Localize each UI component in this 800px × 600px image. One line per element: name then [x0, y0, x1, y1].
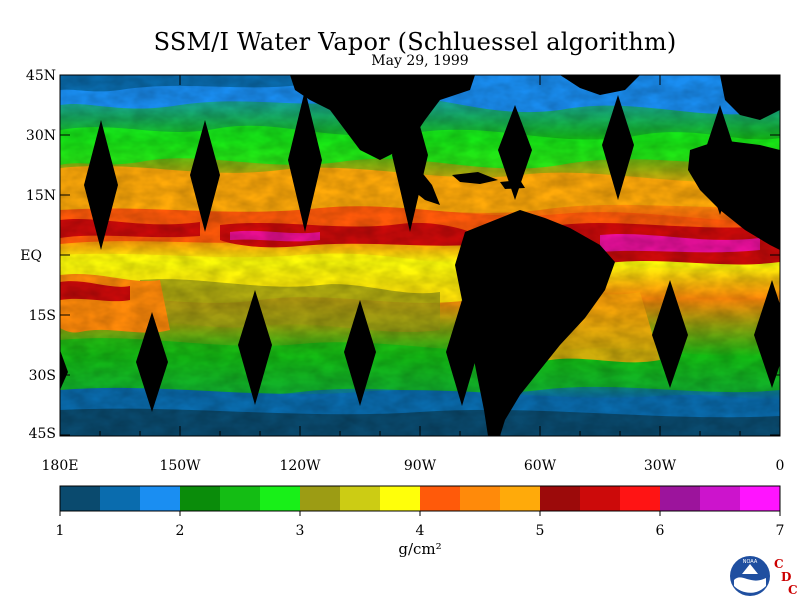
colorbar [60, 486, 781, 511]
lat-label-15n: 15N [26, 188, 56, 204]
cdc-letter-2: D [781, 570, 791, 584]
colorbar-swatch [540, 486, 581, 511]
colorbar-swatch [260, 486, 301, 511]
lat-label-45s: 45S [29, 426, 56, 442]
lat-label-eq: EQ [20, 248, 42, 264]
cdc-letter-1: C [774, 557, 784, 571]
colorbar-swatch [140, 486, 181, 511]
lon-label-120w: 120W [279, 458, 321, 474]
colorbar-swatch [740, 486, 781, 511]
map-title: SSM/I Water Vapor (Schluessel algorithm) [153, 28, 677, 56]
lon-label-0: 0 [776, 458, 785, 474]
colorbar-tick-label: 2 [176, 523, 185, 539]
noaa-badge-text: NOAA [743, 559, 758, 565]
lat-ticks [60, 74, 780, 436]
colorbar-tick-label: 1 [56, 523, 65, 539]
colorbar-swatch [620, 486, 661, 511]
colorbar-swatch [220, 486, 261, 511]
lat-label-30s: 30S [29, 368, 56, 384]
colorbar-swatch [300, 486, 341, 511]
colorbar-swatch [340, 486, 381, 511]
colorbar-unit-label: g/cm² [398, 540, 442, 558]
lon-label-90w: 90W [404, 458, 437, 474]
lat-label-30n: 30N [26, 128, 56, 144]
colorbar-swatch [700, 486, 741, 511]
data-gap-swaths [60, 90, 780, 412]
colorbar-swatch [660, 486, 701, 511]
map-date: May 29, 1999 [371, 53, 469, 69]
colorbar-tick-label: 4 [416, 523, 425, 539]
colorbar-tick-label: 6 [656, 523, 665, 539]
colorbar-tick-label: 5 [536, 523, 545, 539]
colorbar-tick-label: 7 [776, 523, 785, 539]
lon-label-150w: 150W [159, 458, 201, 474]
colorbar-swatch [100, 486, 141, 511]
colorbar-tick-label: 3 [296, 523, 305, 539]
colorbar-swatch [60, 486, 101, 511]
colorbar-swatch [420, 486, 461, 511]
colorbar-swatch [380, 486, 421, 511]
lon-label-30w: 30W [644, 458, 677, 474]
colorbar-swatch [580, 486, 621, 511]
water-vapor-field [60, 75, 780, 436]
noaa-cdc-logo: NOAA C D C [730, 556, 798, 597]
lat-label-15s: 15S [29, 308, 56, 324]
lat-label-45n: 45N [26, 68, 56, 84]
colorbar-swatch [180, 486, 221, 511]
colorbar-swatch [460, 486, 501, 511]
lon-label-60w: 60W [524, 458, 557, 474]
colorbar-ticks: 1 2 3 4 5 6 7 [56, 511, 785, 539]
cdc-letter-3: C [788, 583, 798, 597]
lon-ticks [59, 75, 781, 436]
lon-label-180e: 180E [42, 458, 79, 474]
colorbar-swatch [500, 486, 541, 511]
land-masses [290, 75, 780, 436]
